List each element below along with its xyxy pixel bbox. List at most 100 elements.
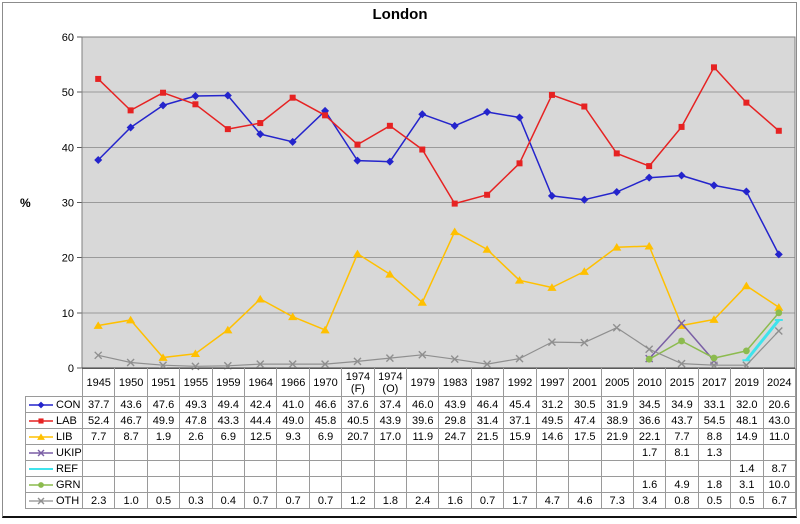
table-value-cell [276, 444, 310, 461]
table-value-cell: 2.4 [406, 492, 440, 509]
table-value-cell: 8.8 [697, 428, 732, 445]
table-row-GRN: GRN 1.6 4.9 1.8 3.1 10.0 [25, 476, 796, 493]
marker-diamond [483, 108, 492, 117]
marker-diamond [645, 173, 654, 182]
table-value-cell [341, 476, 375, 493]
table-corner-cell [26, 369, 83, 397]
marker-diamond [547, 191, 556, 200]
table-value-cell: 37.7 [81, 396, 116, 413]
table-value-cell [438, 444, 472, 461]
marker-triangle [255, 294, 265, 303]
table-value-cell: 8.7 [762, 460, 796, 477]
table-value-cell [308, 444, 343, 461]
marker-square [775, 127, 782, 134]
marker-diamond [256, 130, 265, 139]
marker-square [710, 64, 717, 71]
table-value-cell: 41.0 [276, 396, 310, 413]
series-line-REF [745, 319, 780, 362]
table-value-cell: 0.7 [276, 492, 310, 509]
table-value-cell: 45.4 [503, 396, 537, 413]
table-value-cell: 33.1 [697, 396, 732, 413]
table-row-CON: CON 37.7 43.6 47.6 49.3 49.4 42.4 41.0 46.6 37.6 3… [25, 396, 796, 413]
y-tick-label: 40 [62, 142, 74, 154]
marker-x [353, 357, 362, 366]
marker-diamond [94, 156, 103, 165]
table-value-cell: 22.1 [632, 428, 667, 445]
chart-title: London [372, 6, 428, 23]
table-value-cell [535, 476, 570, 493]
legend-label: UKIP [56, 446, 82, 459]
table-value-cell: 43.3 [211, 412, 246, 429]
marker-square [38, 417, 44, 424]
table-value-cell: 31.9 [600, 396, 634, 413]
marker-square [160, 89, 167, 96]
table-value-cell [503, 444, 537, 461]
table-value-cell: 2.3 [81, 492, 116, 509]
marker-diamond [126, 123, 135, 132]
table-value-cell [114, 460, 148, 477]
marker-square [548, 91, 555, 98]
table-value-cell: 49.5 [535, 412, 570, 429]
table-header-row: 1945 1950 1951 1955 1959 1964 1966 1970 1974 (F) 1… [26, 368, 796, 397]
marker-square [386, 122, 393, 129]
table-value-cell [81, 460, 116, 477]
marker-triangle [612, 242, 622, 251]
table-value-cell [373, 460, 408, 477]
table-value-cell: 0.7 [308, 492, 343, 509]
table-value-cell: 0.5 [146, 492, 181, 509]
marker-square [354, 141, 361, 148]
table-value-cell: 43.6 [114, 396, 148, 413]
marker-triangle [417, 298, 427, 306]
marker-triangle [385, 270, 395, 278]
marker-diamond [677, 171, 686, 180]
marker-x [677, 359, 686, 368]
table-value-cell: 49.9 [146, 412, 181, 429]
marker-square [192, 101, 199, 108]
table-value-cell: 34.5 [632, 396, 667, 413]
table-row-OTH: OTH 2.3 1.0 0.5 0.3 0.4 0.7 0.7 0.7 1.2 1.8 2.4 1.6 0… [25, 492, 796, 509]
marker-diamond [223, 91, 232, 100]
table-value-cell [438, 476, 472, 493]
table-value-cell: 48.1 [730, 412, 764, 429]
table-value-cell: 37.4 [373, 396, 408, 413]
year-header: 1979 [406, 368, 440, 397]
table-value-cell: 6.9 [308, 428, 343, 445]
table-value-cell: 17.0 [373, 428, 408, 445]
marker-diamond [742, 187, 751, 196]
table-value-cell [568, 460, 602, 477]
table-value-cell: 0.4 [211, 492, 246, 509]
marker-triangle [547, 283, 557, 291]
marker-square [484, 191, 491, 198]
marker-triangle [514, 276, 525, 284]
marker-diamond [774, 250, 783, 259]
table-value-cell: 1.4 [730, 460, 764, 477]
table-value-cell: 1.7 [632, 444, 667, 461]
marker-x [677, 319, 686, 328]
marker-square [646, 163, 653, 170]
table-value-cell [730, 444, 764, 461]
table-value-cell: 37.6 [341, 396, 375, 413]
y-axis-label: % [20, 196, 31, 210]
table-value-cell: 9.3 [276, 428, 310, 445]
year-header: 2015 [665, 368, 699, 397]
table-value-cell: 38.9 [600, 412, 634, 429]
table-value-cell [762, 444, 796, 461]
table-value-cell: 7.7 [81, 428, 116, 445]
table-value-cell [81, 444, 116, 461]
marker-triangle [190, 349, 201, 358]
table-value-cell [114, 444, 148, 461]
marker-x [645, 345, 654, 354]
year-header: 1964 [244, 368, 278, 397]
marker-x [288, 360, 297, 369]
table-value-cell [179, 460, 213, 477]
marker-x [321, 360, 330, 369]
year-header: 1966 [276, 368, 310, 397]
y-tick-label: 30 [62, 198, 74, 210]
table-value-cell [146, 476, 181, 493]
table-value-cell: 49.3 [179, 396, 213, 413]
table-value-cell: 21.9 [600, 428, 634, 445]
table-value-cell: 1.7 [503, 492, 537, 509]
marker-x [37, 497, 45, 504]
marker-triangle [741, 281, 751, 290]
